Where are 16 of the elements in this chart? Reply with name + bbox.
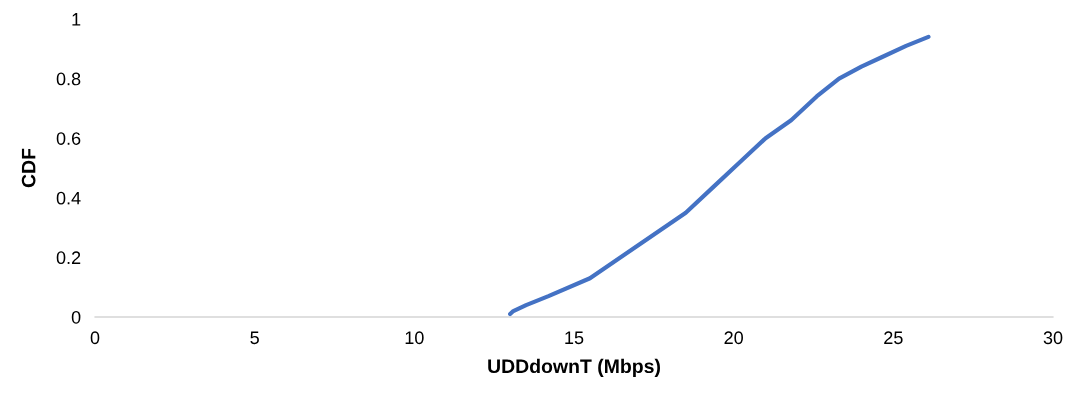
y-tick-label: 0.2 — [56, 251, 81, 265]
x-tick-label: 15 — [565, 331, 584, 345]
x-tick-label: 30 — [1043, 331, 1063, 345]
y-axis-title: CDF — [21, 148, 36, 188]
y-tick-label: 1 — [72, 13, 81, 26]
x-tick-label: 20 — [724, 331, 743, 345]
x-tick-label: 0 — [90, 331, 100, 345]
line-series — [508, 34, 931, 317]
x-tick-label: 25 — [884, 331, 903, 345]
x-axis-title: UDDdownT (Mbps) — [488, 358, 660, 377]
y-tick-label: 0 — [71, 310, 81, 324]
y-tick-label: 0.6 — [56, 132, 81, 145]
x-tick-label: 5 — [250, 331, 259, 345]
y-tick-label: 0.8 — [56, 72, 81, 86]
y-tick-label: 0.4 — [56, 191, 81, 205]
x-tick-label: 10 — [405, 331, 424, 345]
